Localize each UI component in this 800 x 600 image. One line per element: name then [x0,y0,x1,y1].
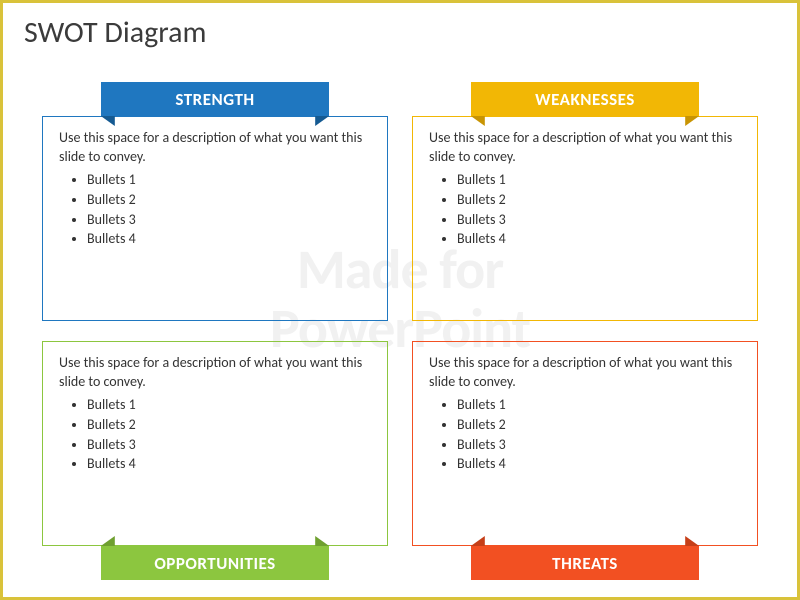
tab-wrap-threats: THREATS [412,546,758,580]
bullet-item: Bullets 3 [457,436,741,455]
tab-wrap-strength: STRENGTH [42,82,388,116]
bullet-item: Bullets 1 [87,171,371,190]
tab-opportunities: OPPORTUNITIES [101,546,329,580]
bullet-item: Bullets 2 [87,416,371,435]
description-strength: Use this space for a description of what… [59,129,371,167]
bullet-list-opportunities: Bullets 1Bullets 2Bullets 3Bullets 4 [87,396,371,475]
bullet-list-threats: Bullets 1Bullets 2Bullets 3Bullets 4 [457,396,741,475]
content-box-weaknesses: Use this space for a description of what… [412,116,758,321]
bullet-item: Bullets 2 [87,191,371,210]
bullet-item: Bullets 4 [87,455,371,474]
description-weaknesses: Use this space for a description of what… [429,129,741,167]
bullet-item: Bullets 2 [457,416,741,435]
bullet-item: Bullets 2 [457,191,741,210]
content-box-threats: Use this space for a description of what… [412,341,758,546]
bullet-list-strength: Bullets 1Bullets 2Bullets 3Bullets 4 [87,171,371,250]
bullet-item: Bullets 4 [457,455,741,474]
bullet-item: Bullets 1 [457,396,741,415]
description-threats: Use this space for a description of what… [429,354,741,392]
slide-title: SWOT Diagram [24,14,206,51]
bullet-list-weaknesses: Bullets 1Bullets 2Bullets 3Bullets 4 [457,171,741,250]
content-box-strength: Use this space for a description of what… [42,116,388,321]
swot-grid: STRENGTH Use this space for a description… [42,82,758,580]
quadrant-opportunities: OPPORTUNITIES Use this space for a descri… [42,341,388,580]
description-opportunities: Use this space for a description of what… [59,354,371,392]
content-box-opportunities: Use this space for a description of what… [42,341,388,546]
bullet-item: Bullets 4 [87,230,371,249]
bullet-item: Bullets 4 [457,230,741,249]
quadrant-weaknesses: WEAKNESSES Use this space for a descripti… [412,82,758,321]
tab-threats: THREATS [471,546,699,580]
bullet-item: Bullets 3 [87,436,371,455]
tab-wrap-opportunities: OPPORTUNITIES [42,546,388,580]
quadrant-threats: THREATS Use this space for a description … [412,341,758,580]
tab-weaknesses: WEAKNESSES [471,82,699,116]
tab-wrap-weaknesses: WEAKNESSES [412,82,758,116]
bullet-item: Bullets 3 [457,211,741,230]
bullet-item: Bullets 1 [457,171,741,190]
bullet-item: Bullets 1 [87,396,371,415]
quadrant-strength: STRENGTH Use this space for a description… [42,82,388,321]
bullet-item: Bullets 3 [87,211,371,230]
tab-strength: STRENGTH [101,82,329,116]
